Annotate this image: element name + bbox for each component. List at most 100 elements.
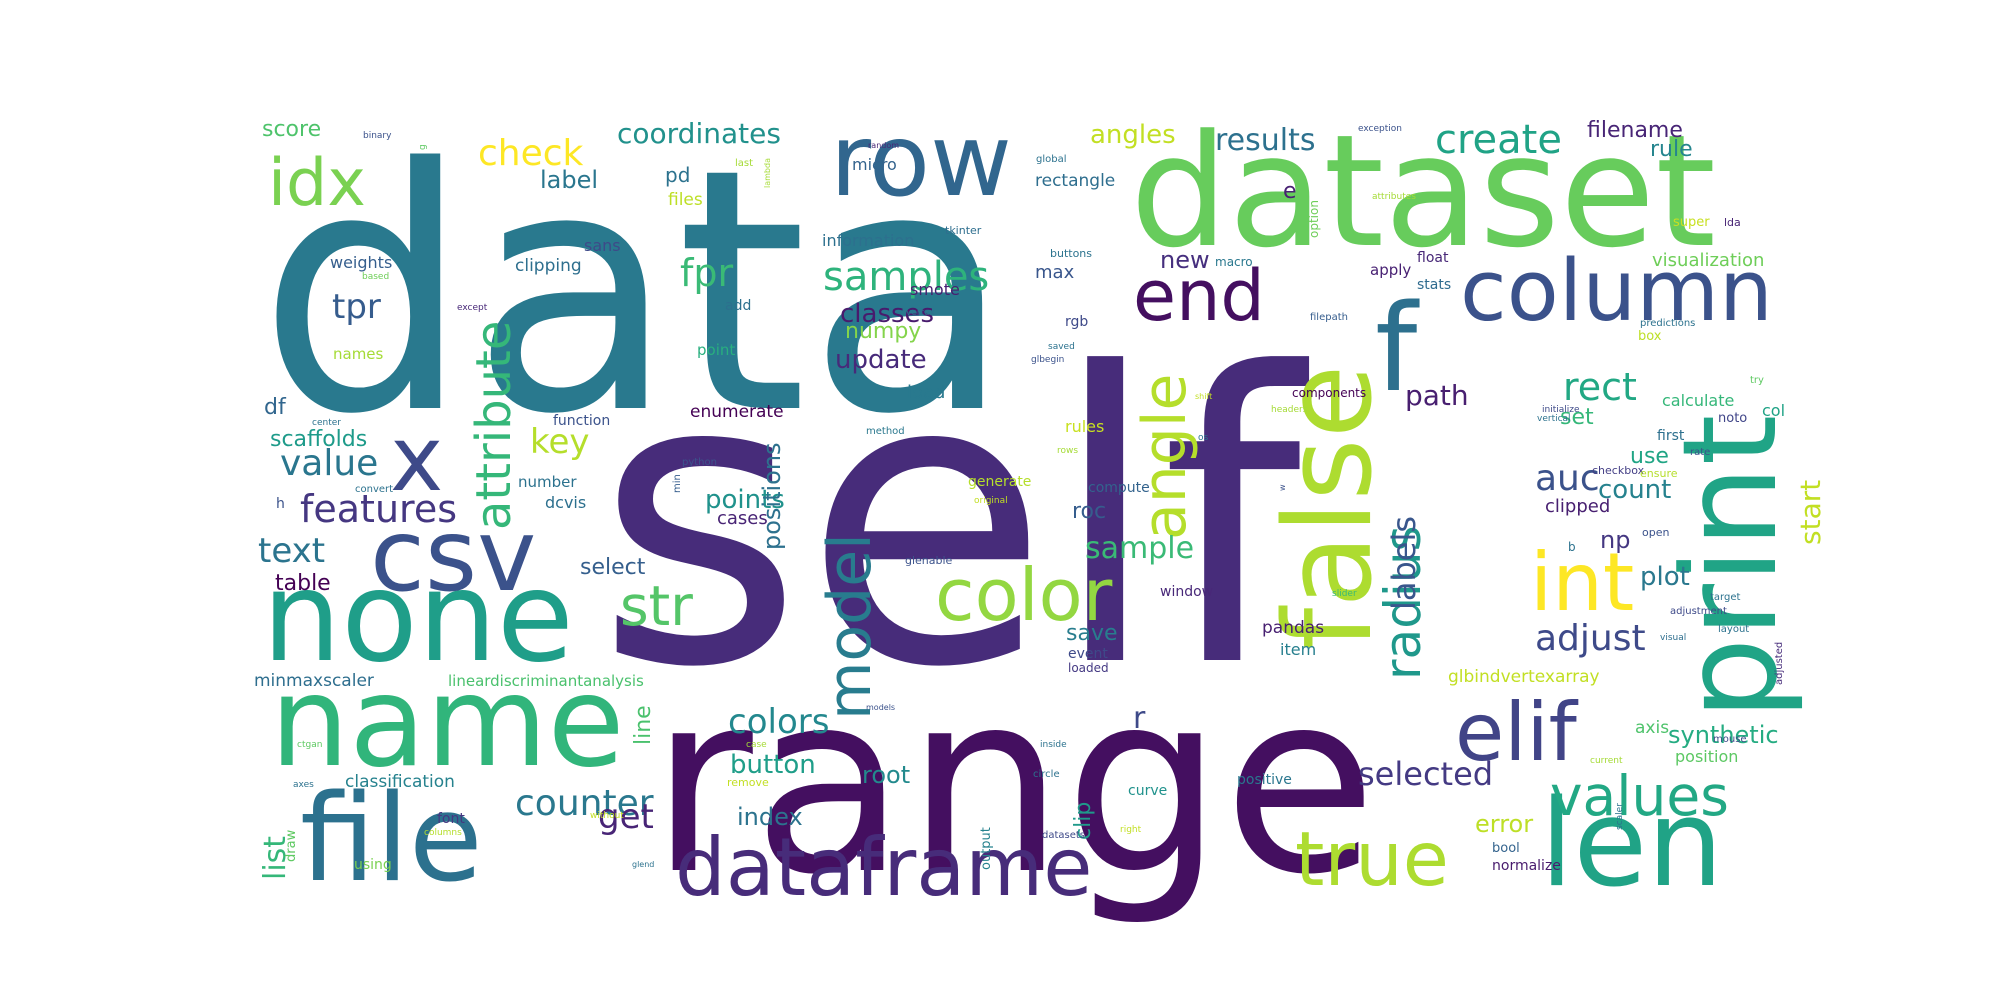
word-inside: inside <box>1040 740 1067 750</box>
word-text: text <box>258 531 325 571</box>
word-calculate: calculate <box>1662 391 1734 410</box>
word-error: error <box>1475 810 1533 838</box>
word-fpr: fpr <box>680 251 733 295</box>
word-auc: auc <box>1535 458 1600 499</box>
word-features: features <box>300 487 457 531</box>
word-model: model <box>815 533 885 720</box>
word-tkinter: tkinter <box>945 224 982 237</box>
word-end: end <box>1133 255 1265 337</box>
word-update: update <box>835 345 927 375</box>
word-first: first <box>1657 428 1685 444</box>
word-position: position <box>1675 747 1738 766</box>
word-output: output <box>979 827 994 870</box>
word-positive: positive <box>1237 772 1292 788</box>
word-save: save <box>1066 621 1118 646</box>
word-box: box <box>1638 329 1662 344</box>
word-positions: positions <box>758 442 786 550</box>
word-label: label <box>540 166 598 194</box>
word-function: function <box>553 413 610 429</box>
word-layout: layout <box>1718 624 1749 635</box>
word-rule: rule <box>1650 137 1693 162</box>
word-try: try <box>1750 375 1764 386</box>
word-true: true <box>1295 815 1449 903</box>
word-button: button <box>730 750 816 780</box>
word-classification: classification <box>345 772 455 792</box>
word-number: number <box>518 473 577 491</box>
word-points: points <box>705 485 785 515</box>
word-angle: angle <box>1130 374 1200 540</box>
word-original: original <box>974 496 1008 506</box>
word-coordinates: coordinates <box>617 117 781 150</box>
word-apply: apply <box>1370 261 1411 279</box>
word-rect: rect <box>1563 365 1637 409</box>
word-rows: rows <box>1057 446 1078 456</box>
word-len: len <box>1540 775 1723 914</box>
word-start: start <box>1794 480 1827 545</box>
word-using: using <box>354 857 392 873</box>
word-pd: pd <box>665 163 690 187</box>
word-minmaxscaler: minmaxscaler <box>254 671 374 691</box>
word-without: without <box>590 811 624 821</box>
word-sans: sans <box>584 236 621 255</box>
word-visual: visual <box>1660 633 1686 643</box>
word-bool: bool <box>1492 841 1520 856</box>
word-last: last <box>735 158 753 169</box>
word-color: color <box>935 553 1113 637</box>
word-int: int <box>1530 536 1634 629</box>
word-path: path <box>1405 379 1469 412</box>
word-compute: compute <box>1088 480 1150 496</box>
word-based: based <box>362 272 389 282</box>
word-check: check <box>478 133 584 174</box>
word-np: np <box>1600 526 1630 554</box>
word-rules: rules <box>1065 417 1104 436</box>
word-data: data <box>258 98 1013 488</box>
word-numpy: numpy <box>845 319 921 344</box>
word-x: x <box>390 407 443 512</box>
word-roc: roc <box>1072 499 1106 524</box>
word-root: root <box>862 761 910 789</box>
word-smote: smote <box>910 280 960 299</box>
word-curve: curve <box>1128 783 1167 799</box>
word-samples: samples <box>823 254 989 300</box>
word-components: components <box>1292 386 1366 400</box>
word-filename: filename <box>1587 118 1683 143</box>
word-method: method <box>866 426 905 437</box>
word-vertex: vertex <box>906 308 935 318</box>
word-buttons: buttons <box>1050 247 1092 260</box>
word-set: set <box>1560 405 1594 430</box>
word-lambda: lambda <box>763 158 772 188</box>
word-classes: classes <box>840 299 934 329</box>
word-circle: circle <box>1033 769 1060 780</box>
word-h: h <box>276 496 285 512</box>
word-score: score <box>262 117 321 142</box>
word-b: b <box>1568 540 1576 554</box>
word-plot: plot <box>1640 562 1690 592</box>
word-enumerate: enumerate <box>690 402 784 422</box>
word-datasets: datasets <box>1042 830 1085 841</box>
word-selected: selected <box>1358 755 1493 793</box>
word-angles: angles <box>1090 120 1176 150</box>
word-ctgan: ctgan <box>297 740 322 750</box>
word-str: str <box>620 574 693 638</box>
word-clip: clip <box>1071 802 1096 840</box>
word-rectangle: rectangle <box>1035 171 1115 191</box>
word-results: results <box>1215 123 1316 158</box>
word-ensure: ensure <box>1640 467 1678 480</box>
word-self: self <box>595 290 1311 755</box>
word-line: line <box>631 705 656 745</box>
word-value: value <box>280 443 378 484</box>
word-mouse: mouse <box>1713 734 1747 745</box>
word-axes: axes <box>293 780 314 790</box>
word-pandas: pandas <box>1262 618 1324 638</box>
word-radius: radius <box>1374 525 1432 680</box>
word-add: add <box>725 298 751 314</box>
word-get: get <box>598 797 654 837</box>
word-e: e <box>1283 179 1297 204</box>
word-noto: noto <box>1718 411 1747 426</box>
word-target: target <box>1710 592 1740 603</box>
word-stats: stats <box>1417 277 1451 293</box>
word-dataset: dataset <box>1130 101 1716 282</box>
word-open: open <box>1642 526 1669 539</box>
word-scaler: scaler <box>1615 803 1625 830</box>
